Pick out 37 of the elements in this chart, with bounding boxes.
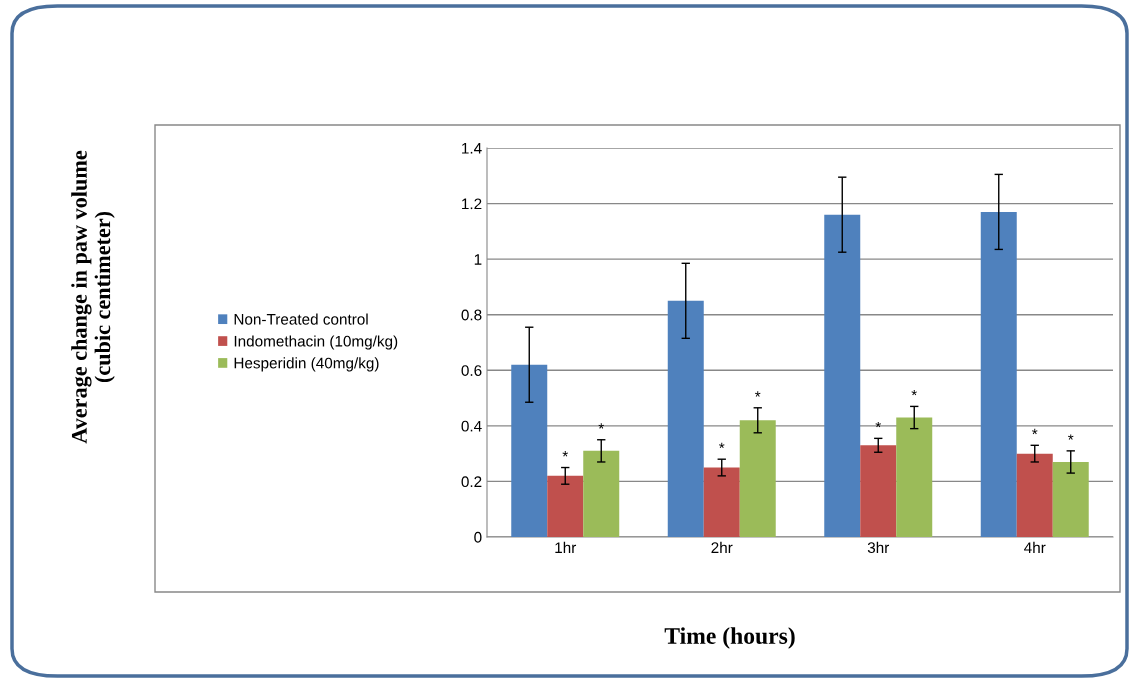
x-tick-label: 2hr: [711, 541, 733, 553]
data-label: *: [875, 421, 881, 428]
bar: [547, 475, 584, 537]
data-label: *: [755, 391, 761, 397]
bar: [980, 211, 1017, 537]
y-tick-label: 0.4: [461, 420, 482, 432]
y-tick-label: 1.4: [462, 143, 482, 154]
bar: [739, 420, 776, 537]
bar: [511, 364, 548, 537]
y-tick-label: 1.2: [462, 198, 482, 210]
y-tick-label: 0.8: [461, 309, 482, 321]
data-label: *: [1032, 428, 1038, 435]
bar: [860, 445, 897, 537]
data-label: *: [598, 423, 604, 429]
x-tick-label: 1hr: [555, 541, 577, 553]
data-label: *: [562, 451, 568, 457]
legend-label: Non-Treated control: [234, 313, 368, 325]
bar: [824, 214, 861, 537]
bar: [1052, 461, 1089, 537]
data-label: *: [719, 442, 725, 449]
bar: [703, 467, 740, 537]
legend-label: Indomethacin (10mg/kg): [234, 335, 398, 350]
data-label: *: [1068, 434, 1074, 440]
bar: [583, 450, 620, 537]
y-tick-label: 1: [474, 254, 482, 265]
y-tick-label: 0.2: [461, 476, 482, 488]
legend-label: Hesperidin (40mg/kg): [234, 357, 379, 372]
bar: [896, 417, 933, 537]
x-axis-title: Time (hours): [664, 627, 795, 649]
bar: [1016, 453, 1053, 537]
y-tick-label: 0: [474, 531, 482, 543]
y-tick-label: 0.6: [461, 365, 482, 376]
text: Average change in paw volume (cubic centimeter): [71, 150, 115, 444]
data-label: *: [911, 389, 917, 396]
x-tick-label: 3hr: [867, 541, 890, 554]
x-tick-label: 4hr: [1024, 541, 1046, 553]
bar: [667, 300, 704, 537]
